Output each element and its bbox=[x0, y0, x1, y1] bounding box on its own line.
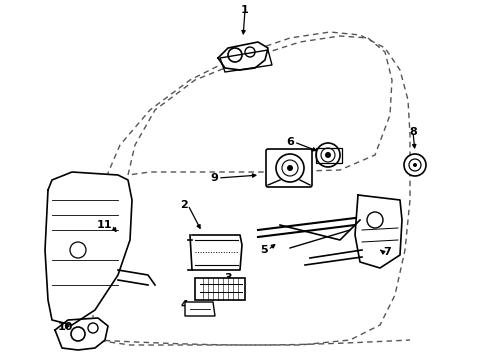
Text: 3: 3 bbox=[224, 273, 232, 283]
Polygon shape bbox=[45, 172, 132, 325]
Polygon shape bbox=[355, 195, 402, 268]
Text: 8: 8 bbox=[409, 127, 417, 137]
FancyBboxPatch shape bbox=[266, 149, 312, 187]
Circle shape bbox=[276, 154, 304, 182]
Polygon shape bbox=[195, 278, 245, 300]
Polygon shape bbox=[190, 235, 242, 270]
Text: 5: 5 bbox=[260, 245, 268, 255]
Text: 7: 7 bbox=[383, 247, 391, 257]
Text: 2: 2 bbox=[180, 200, 188, 210]
Circle shape bbox=[413, 163, 417, 167]
Polygon shape bbox=[218, 42, 268, 70]
Circle shape bbox=[404, 154, 426, 176]
Text: 11: 11 bbox=[97, 220, 112, 230]
Circle shape bbox=[325, 152, 331, 158]
Circle shape bbox=[287, 165, 293, 171]
Text: 10: 10 bbox=[57, 322, 73, 332]
Polygon shape bbox=[185, 302, 215, 316]
Circle shape bbox=[316, 143, 340, 167]
Text: 1: 1 bbox=[241, 5, 249, 15]
Text: 4: 4 bbox=[180, 300, 188, 310]
Text: 9: 9 bbox=[210, 173, 218, 183]
Text: 6: 6 bbox=[286, 137, 294, 147]
Polygon shape bbox=[55, 318, 108, 350]
